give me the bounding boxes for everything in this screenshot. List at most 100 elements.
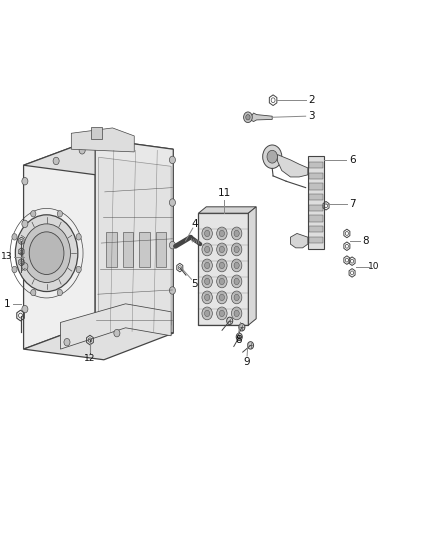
Circle shape — [170, 287, 176, 294]
Circle shape — [263, 145, 282, 168]
Bar — [309, 226, 323, 232]
Text: 5: 5 — [191, 279, 198, 288]
Circle shape — [217, 259, 227, 272]
Circle shape — [244, 112, 252, 123]
Polygon shape — [24, 139, 95, 349]
Bar — [155, 232, 166, 266]
Circle shape — [219, 246, 225, 253]
Circle shape — [231, 307, 242, 320]
Polygon shape — [251, 113, 272, 122]
Polygon shape — [277, 155, 308, 177]
Bar — [123, 232, 133, 266]
Circle shape — [231, 275, 242, 288]
Polygon shape — [95, 139, 173, 333]
Text: 4: 4 — [192, 219, 198, 229]
Bar — [198, 213, 248, 325]
Circle shape — [205, 262, 210, 269]
Circle shape — [227, 317, 233, 325]
Polygon shape — [24, 139, 173, 176]
Circle shape — [64, 338, 70, 346]
Circle shape — [219, 310, 225, 317]
Circle shape — [202, 275, 212, 288]
Circle shape — [79, 147, 85, 154]
Circle shape — [217, 243, 227, 256]
Bar — [309, 215, 323, 222]
Circle shape — [12, 233, 17, 240]
Circle shape — [202, 259, 212, 272]
Circle shape — [76, 233, 81, 240]
Bar — [309, 162, 323, 168]
Bar — [106, 232, 117, 266]
Circle shape — [22, 220, 28, 228]
Circle shape — [57, 211, 63, 217]
Circle shape — [15, 215, 78, 292]
Circle shape — [205, 246, 210, 253]
Circle shape — [205, 310, 210, 317]
Circle shape — [31, 289, 36, 296]
Polygon shape — [60, 304, 171, 349]
Text: 2: 2 — [308, 95, 314, 105]
Circle shape — [22, 305, 28, 313]
Circle shape — [23, 224, 71, 282]
Circle shape — [231, 259, 242, 272]
Bar — [309, 173, 323, 179]
Circle shape — [219, 294, 225, 301]
Text: 1: 1 — [4, 299, 11, 309]
Circle shape — [217, 275, 227, 288]
Circle shape — [202, 243, 212, 256]
Circle shape — [202, 227, 212, 240]
Polygon shape — [24, 322, 173, 360]
Circle shape — [217, 307, 227, 320]
Circle shape — [236, 333, 242, 341]
Circle shape — [22, 263, 28, 270]
Bar — [309, 194, 323, 200]
Circle shape — [205, 278, 210, 285]
Circle shape — [22, 177, 28, 185]
Circle shape — [170, 241, 176, 249]
Bar — [309, 205, 323, 211]
Circle shape — [205, 230, 210, 237]
Bar — [309, 237, 323, 243]
Bar — [309, 183, 323, 190]
Circle shape — [202, 307, 212, 320]
Circle shape — [247, 342, 254, 349]
Circle shape — [231, 291, 242, 304]
Bar — [308, 156, 324, 249]
Circle shape — [234, 246, 239, 253]
Circle shape — [205, 294, 210, 301]
Circle shape — [231, 243, 242, 256]
Circle shape — [202, 291, 212, 304]
Circle shape — [170, 156, 176, 164]
Circle shape — [267, 150, 277, 163]
Circle shape — [53, 157, 59, 165]
Circle shape — [31, 211, 36, 217]
Polygon shape — [290, 233, 308, 248]
Circle shape — [231, 227, 242, 240]
Circle shape — [234, 310, 239, 317]
Circle shape — [29, 232, 64, 274]
Polygon shape — [71, 128, 134, 152]
Circle shape — [57, 289, 63, 296]
Circle shape — [219, 262, 225, 269]
Bar — [139, 232, 150, 266]
Text: 12: 12 — [84, 354, 95, 362]
Circle shape — [239, 324, 245, 331]
Polygon shape — [99, 157, 171, 325]
Polygon shape — [198, 207, 256, 213]
Text: 6: 6 — [349, 155, 355, 165]
Circle shape — [234, 230, 239, 237]
Circle shape — [217, 227, 227, 240]
Text: 9: 9 — [244, 358, 251, 367]
Text: 11: 11 — [218, 188, 231, 198]
Bar — [91, 127, 102, 139]
Circle shape — [170, 199, 176, 206]
Circle shape — [219, 278, 225, 285]
Polygon shape — [248, 207, 256, 325]
Text: 13: 13 — [0, 253, 12, 261]
Circle shape — [219, 230, 225, 237]
Circle shape — [114, 329, 120, 337]
Text: 8: 8 — [235, 335, 242, 345]
Text: 10: 10 — [368, 262, 379, 271]
Circle shape — [234, 262, 239, 269]
Circle shape — [246, 115, 250, 120]
